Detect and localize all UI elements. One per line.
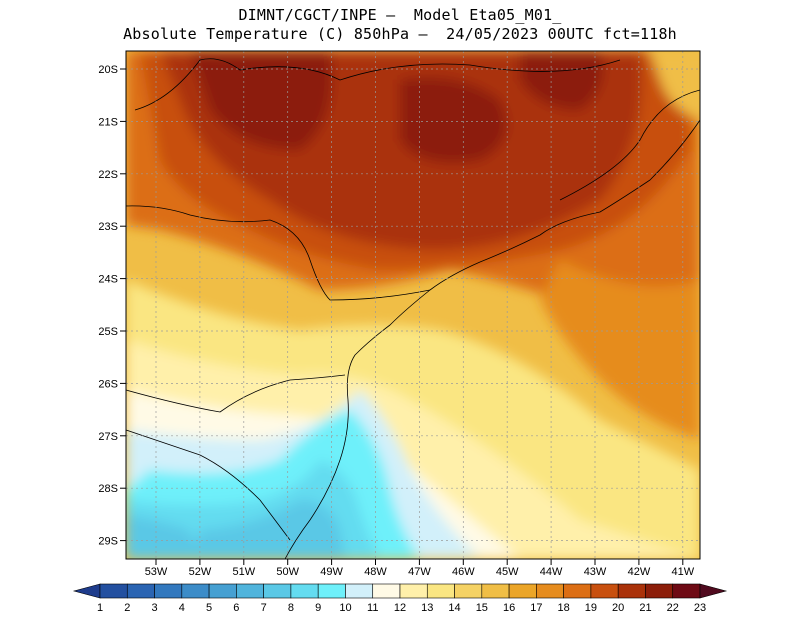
coastline: [284, 119, 700, 559]
lat-label: 23S: [98, 221, 118, 233]
colorbar-segment: [236, 583, 264, 599]
lat-label: 28S: [98, 483, 118, 495]
colorbar-label: 3: [151, 602, 157, 614]
colorbar: [72, 583, 728, 599]
colorbar-segment: [181, 583, 210, 599]
lon-label: 45W: [496, 566, 519, 578]
colorbar-segment: [590, 583, 619, 599]
lat-label: 24S: [98, 274, 118, 286]
colorbar-label: 15: [476, 602, 488, 614]
temperature-field: [126, 51, 700, 559]
colorbar-label: 11: [367, 602, 378, 614]
lat-label: 26S: [98, 378, 118, 390]
colorbar-segment: [454, 583, 483, 599]
colorbar-label: 22: [667, 602, 679, 614]
state-border-rs-uruguay: [126, 429, 291, 541]
colorbar-under-triangle: [72, 583, 101, 599]
colorbar-label: 20: [612, 602, 624, 614]
colorbar-segment: [481, 583, 510, 599]
colorbar-segment: [617, 583, 646, 599]
lat-label: 21S: [98, 116, 118, 128]
colorbar-label: 6: [233, 602, 239, 614]
lon-label: 44W: [540, 566, 563, 578]
colorbar-segment: [290, 583, 319, 599]
lon-label: 41W: [671, 566, 694, 578]
lon-label: 48W: [364, 566, 387, 578]
colorbar-label: 18: [558, 602, 570, 614]
lat-label: 20S: [98, 64, 118, 76]
colorbar-segment: [99, 583, 128, 599]
plot-frame: [125, 50, 701, 560]
colorbar-over-triangle: [699, 583, 728, 599]
colorbar-label: 2: [124, 602, 130, 614]
state-border-ms-mg: [134, 58, 621, 111]
colorbar-segment: [154, 583, 183, 599]
colorbar-segment: [508, 583, 537, 599]
colorbar-segment: [317, 583, 346, 599]
colorbar-label: 13: [421, 602, 433, 614]
coastlines-borders: [126, 58, 700, 559]
latitude-labels: 20S 21S 22S 23S 24S 25S 26S 27S 28S 29S: [98, 64, 126, 548]
colorbar-segment: [563, 583, 592, 599]
map-grid: [126, 51, 700, 559]
state-border-sc-rs: [126, 374, 346, 413]
colorbar-label: 7: [261, 602, 267, 614]
title-line-2: Absolute Temperature (C) 850hPa – 24/05/…: [123, 25, 677, 43]
colorbar-label: 14: [448, 602, 460, 614]
colorbar-segment: [345, 583, 374, 599]
colorbar-label: 16: [503, 602, 515, 614]
colorbar-segment: [536, 583, 564, 599]
colorbar-segment: [426, 583, 455, 599]
lon-label: 53W: [145, 566, 168, 578]
colorbar-label: 23: [694, 602, 706, 614]
lon-label: 47W: [408, 566, 431, 578]
colorbar-label: 12: [394, 602, 406, 614]
lon-label: 42W: [628, 566, 651, 578]
colorbar-label: 9: [315, 602, 321, 614]
lon-label: 51W: [232, 566, 255, 578]
colorbar-segment: [399, 583, 428, 599]
lat-label: 22S: [98, 169, 118, 181]
lon-label: 50W: [276, 566, 299, 578]
colorbar-label: 4: [179, 602, 185, 614]
colorbar-label: 21: [639, 602, 651, 614]
colorbar-segment: [208, 583, 237, 599]
colorbar-segment: [645, 583, 674, 599]
colorbar-segment: [126, 583, 155, 599]
colorbar-label: 5: [206, 602, 212, 614]
colorbar-label: 10: [339, 602, 351, 614]
colorbar-segment: [263, 583, 292, 599]
state-border-pr-sp: [126, 205, 431, 301]
lon-label: 52W: [189, 566, 212, 578]
lon-label: 46W: [452, 566, 475, 578]
colorbar-labels: 1 2 3 4 5 6 7 8 9 10 11 12 13 14 15 16 17 18 19 20 21 22 23: [97, 602, 706, 614]
colorbar-label: 8: [288, 602, 294, 614]
colorbar-segment: [672, 583, 701, 599]
colorbar-label: 1: [97, 602, 103, 614]
lon-label: 49W: [320, 566, 343, 578]
state-border-mg-rj: [559, 89, 700, 201]
longitude-labels: 53W 52W 51W 50W 49W 48W 47W 46W 45W 44W 43W 42W 41W: [145, 559, 695, 578]
lat-label: 25S: [98, 326, 118, 338]
colorbar-label: 19: [585, 602, 597, 614]
lat-label: 27S: [98, 431, 118, 443]
colorbar-label: 17: [530, 602, 542, 614]
colorbar-segment: [372, 583, 401, 599]
lon-label: 43W: [584, 566, 607, 578]
title-line-1: DIMNT/CGCT/INPE – Model Eta05_M01_: [238, 6, 562, 24]
lat-label: 29S: [98, 536, 118, 548]
